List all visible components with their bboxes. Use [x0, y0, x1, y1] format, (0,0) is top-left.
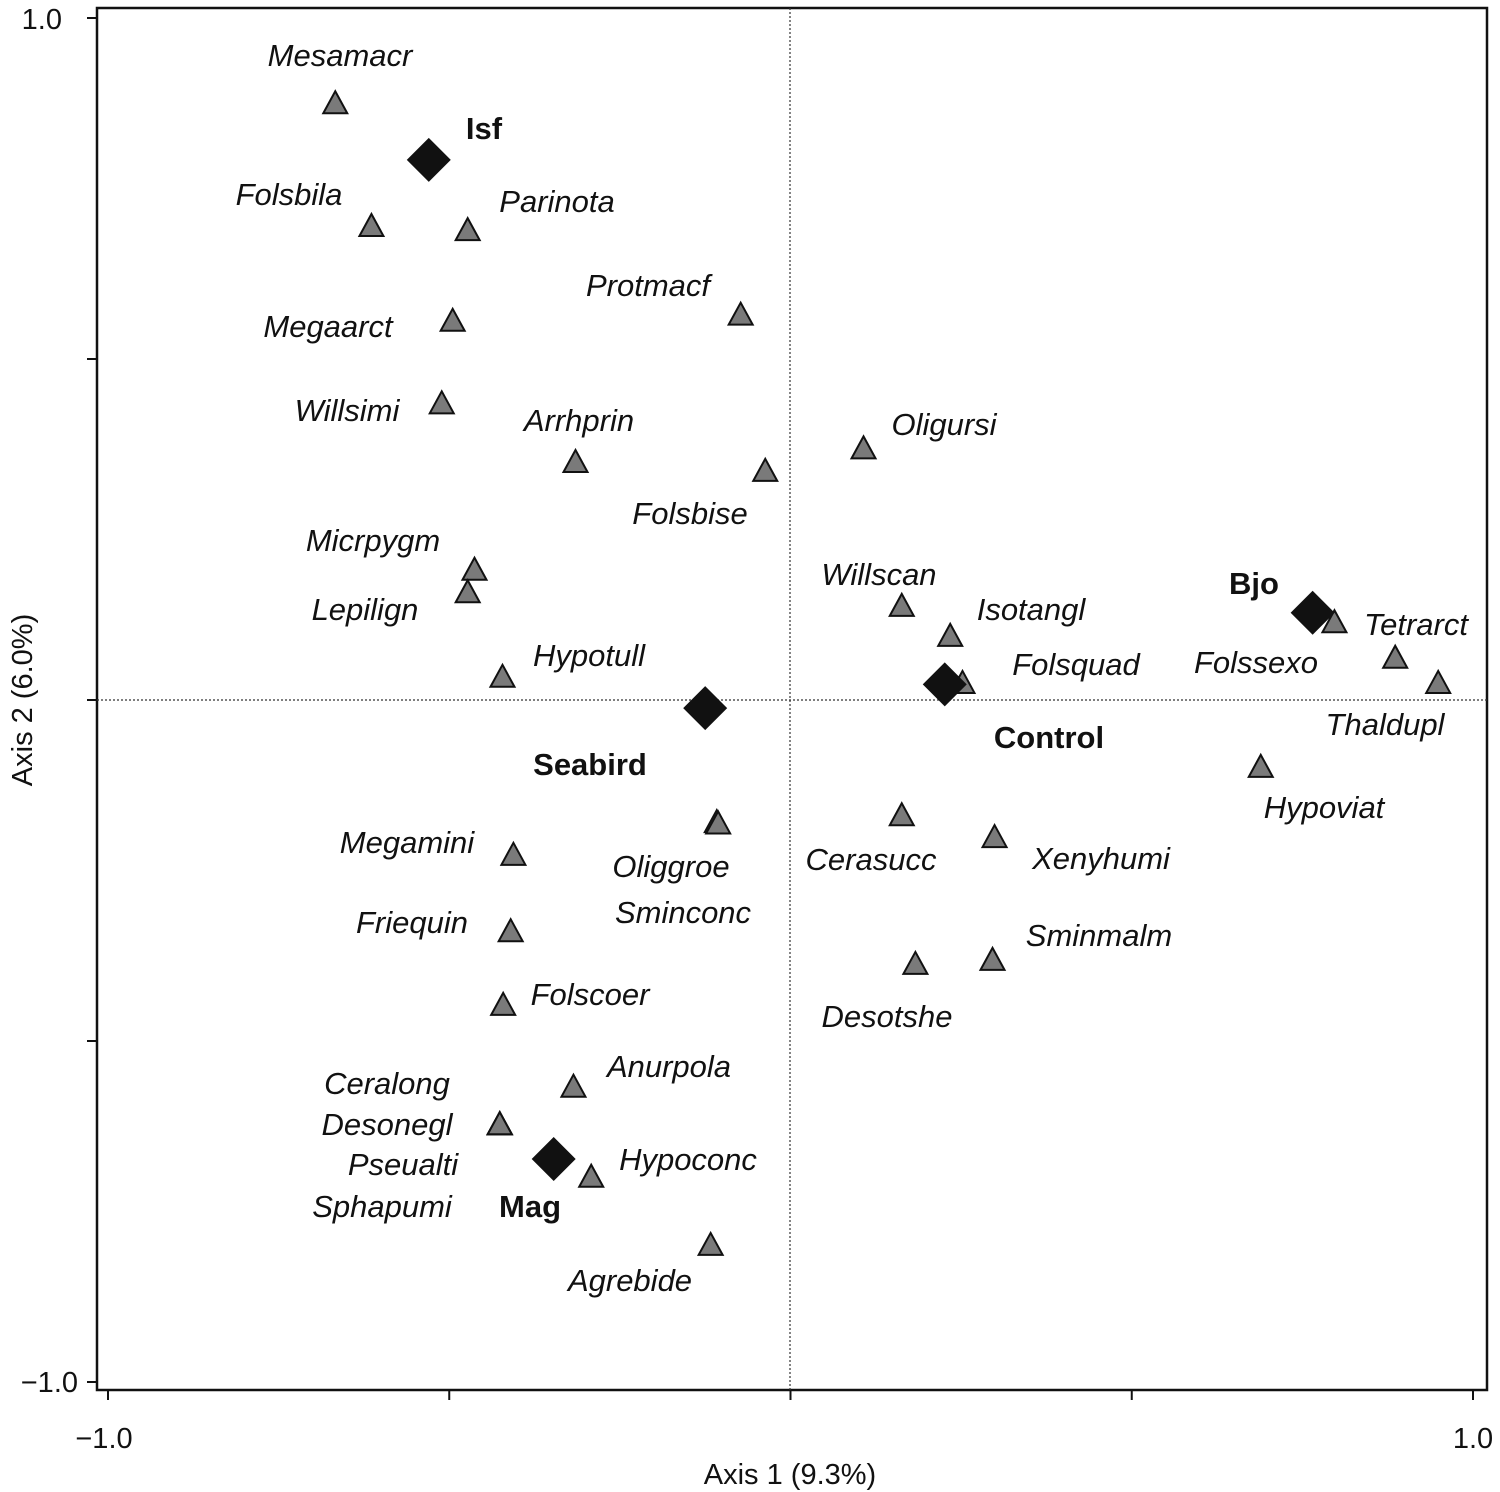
species-label-protmacf: Protmacf — [586, 268, 713, 303]
species-label-hypoviat: Hypoviat — [1264, 790, 1386, 825]
site-label-mag: Mag — [499, 1189, 561, 1224]
species-label-desonegl: Desonegl — [322, 1107, 454, 1142]
species-point-folscoer — [489, 990, 517, 1016]
site-label-bjo: Bjo — [1229, 566, 1279, 601]
species-label-hypotull: Hypotull — [533, 638, 646, 673]
species-label-micrpygm: Micrpygm — [306, 523, 440, 558]
species-label-tetrarct: Tetrarct — [1364, 607, 1469, 642]
species-point-anurpola — [559, 1072, 588, 1098]
species-label-pseualti: Pseualti — [348, 1147, 459, 1182]
x-tick-label-max: 1.0 — [1453, 1423, 1493, 1455]
species-point-tetrarct — [1320, 608, 1349, 634]
species-label-folssexo: Folssexo — [1194, 645, 1318, 680]
y-tick-label-min: −1.0 — [21, 1367, 78, 1399]
species-point-arrhprin — [561, 447, 590, 473]
species-label-sminmalm: Sminmalm — [1026, 918, 1172, 953]
species-label-folsbise: Folsbise — [632, 496, 747, 531]
species-point-xenyhumi — [980, 822, 1009, 849]
site-label-control: Control — [994, 720, 1104, 755]
species-point-sphapumi — [486, 1110, 514, 1136]
species-label-willsimi: Willsimi — [295, 393, 401, 428]
species-point-folssexo — [1381, 643, 1409, 669]
species-label-megamini: Megamini — [340, 825, 475, 860]
species-label-isotangl: Isotangl — [977, 592, 1087, 627]
species-label-friequin: Friequin — [356, 905, 468, 940]
species-point-lepilign — [453, 578, 482, 604]
species-label-thaldupl: Thaldupl — [1326, 707, 1446, 742]
site-point-control — [922, 662, 967, 707]
species-point-hypoviat — [1247, 752, 1275, 778]
species-point-hypotull — [488, 662, 517, 688]
species-point-friequin — [496, 917, 525, 943]
species-label-ceralong: Ceralong — [324, 1066, 450, 1101]
plot-frame — [95, 6, 1489, 1392]
species-label-megaarct: Megaarct — [263, 309, 394, 344]
species-label-sminconc: Sminconc — [615, 895, 752, 930]
species-label-folscoer: Folscoer — [531, 977, 652, 1012]
site-point-seabird — [683, 686, 728, 731]
species-label-willscan: Willscan — [821, 557, 936, 592]
species-point-folsbise — [751, 456, 779, 482]
species-point-megamini — [499, 840, 528, 866]
species-point-oligursi — [849, 434, 878, 460]
species-point-cerasucc — [888, 801, 916, 827]
species-point-sminconc — [704, 809, 732, 835]
species-point-micrpygm — [460, 555, 489, 581]
y-tick-label-max: 1.0 — [22, 4, 62, 36]
site-label-seabird: Seabird — [533, 747, 647, 782]
species-label-oligursi: Oligursi — [891, 407, 997, 442]
species-label-hypoconc: Hypoconc — [619, 1142, 757, 1177]
species-label-cerasucc: Cerasucc — [806, 842, 937, 877]
x-tick-label-min: −1.0 — [75, 1423, 132, 1455]
site-point-isf — [406, 137, 451, 182]
site-point-bjo — [1290, 590, 1335, 635]
site-point-mag — [531, 1136, 576, 1181]
y-axis-label: Axis 2 (6.0%) — [7, 614, 39, 786]
species-point-willsimi — [428, 389, 456, 415]
species-label-arrhprin: Arrhprin — [522, 403, 634, 438]
species-label-folsquad: Folsquad — [1012, 647, 1141, 682]
species-label-sphapumi: Sphapumi — [312, 1189, 453, 1224]
species-label-xenyhumi: Xenyhumi — [1031, 841, 1171, 876]
species-point-desotshe — [901, 949, 930, 975]
species-point-willscan — [888, 591, 916, 617]
species-point-agrebide — [696, 1230, 725, 1256]
species-label-anurpola: Anurpola — [605, 1049, 731, 1084]
species-point-folsbila — [357, 211, 386, 238]
species-label-lepilign: Lepilign — [312, 592, 419, 627]
species-label-desotshe: Desotshe — [822, 999, 953, 1034]
species-label-parinota: Parinota — [499, 184, 614, 219]
species-point-thaldupl — [1424, 668, 1452, 694]
site-label-isf: Isf — [466, 111, 503, 146]
species-point-parinota — [453, 216, 482, 242]
species-label-mesamacr: Mesamacr — [268, 38, 414, 73]
species-point-mesamacr — [321, 89, 349, 115]
species-point-isotangl — [936, 621, 964, 647]
species-label-agrebide: Agrebide — [566, 1263, 692, 1298]
species-point-megaarct — [438, 306, 467, 332]
species-point-hypoconc — [577, 1162, 605, 1188]
species-point-protmacf — [726, 300, 755, 326]
species-label-folsbila: Folsbila — [236, 177, 343, 212]
x-axis-label: Axis 1 (9.3%) — [704, 1459, 876, 1491]
species-label-oliggroe: Oliggroe — [612, 849, 729, 884]
species-point-sminmalm — [978, 945, 1007, 971]
